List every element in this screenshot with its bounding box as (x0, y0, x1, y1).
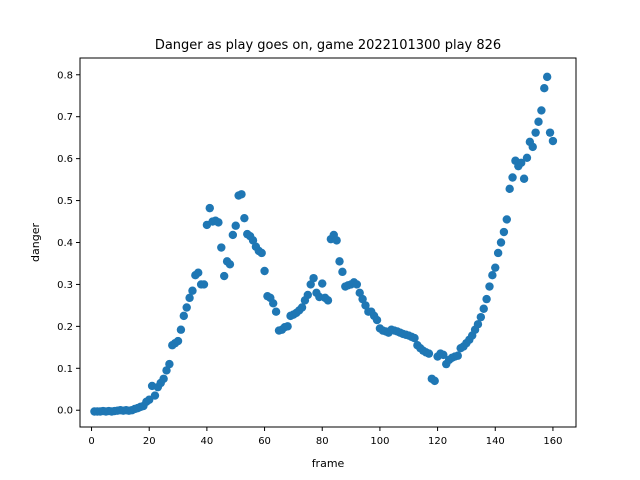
data-point (240, 213, 249, 223)
data-point (214, 218, 223, 227)
data-point (358, 294, 367, 304)
data-point (491, 263, 500, 272)
data-point (297, 303, 307, 312)
data-point (248, 236, 258, 245)
data-point (179, 311, 189, 321)
data-point (476, 312, 486, 322)
data-point (185, 293, 194, 303)
data-point (522, 153, 532, 162)
data-point (271, 307, 281, 316)
y-tick-label: 0.7 (57, 112, 73, 123)
data-points (90, 72, 558, 416)
data-point (430, 376, 439, 386)
y-axis: 0.0 0.1 0.2 0.3 0.4 0.5 0.6 0.7 0.8 (57, 70, 80, 417)
y-tick-label: 0.0 (57, 406, 73, 417)
data-point (188, 286, 197, 295)
y-tick-label: 0.4 (57, 238, 73, 249)
data-point (176, 325, 186, 334)
data-point (508, 173, 517, 182)
x-tick-label: 160 (543, 436, 562, 447)
data-point (517, 158, 526, 168)
data-point (482, 294, 491, 304)
data-point (355, 288, 364, 298)
data-point (165, 359, 174, 369)
data-point (182, 303, 191, 312)
data-point (205, 203, 214, 213)
x-tick-label: 60 (258, 436, 271, 447)
data-point (159, 374, 168, 383)
data-point (473, 320, 483, 329)
y-tick-label: 0.8 (57, 70, 73, 81)
data-point (479, 304, 488, 313)
data-point (257, 248, 266, 258)
data-point (496, 238, 506, 247)
data-point (545, 128, 555, 137)
x-axis: 0 20 40 60 80 100 120 140 160 (88, 427, 562, 447)
data-point (338, 267, 347, 277)
y-axis-label: danger (29, 223, 42, 262)
data-point (231, 221, 240, 230)
data-point (219, 271, 229, 281)
data-point (361, 301, 370, 310)
y-tick-label: 0.2 (57, 322, 73, 333)
data-point (332, 236, 341, 245)
y-tick-label: 0.1 (57, 364, 73, 375)
data-point (540, 83, 549, 93)
data-point (453, 351, 462, 360)
data-point (502, 215, 511, 224)
data-point (439, 350, 448, 360)
x-tick-label: 80 (316, 436, 329, 447)
data-point (372, 315, 382, 325)
data-point (335, 257, 344, 266)
data-point (542, 72, 552, 82)
data-point (173, 336, 183, 346)
data-point (493, 248, 503, 258)
x-tick-label: 140 (486, 436, 505, 447)
data-point (260, 266, 269, 276)
data-point (505, 184, 514, 194)
y-tick-label: 0.3 (57, 280, 73, 291)
x-tick-label: 100 (370, 436, 389, 447)
data-point (237, 190, 246, 199)
data-point (318, 279, 327, 288)
chart-title: Danger as play goes on, game 2022101300 … (155, 38, 501, 53)
data-point (488, 271, 497, 280)
data-point (303, 290, 313, 300)
y-tick-label: 0.5 (57, 196, 73, 207)
data-point (519, 174, 529, 183)
data-point (306, 280, 315, 289)
data-point (145, 395, 154, 404)
y-tick-label: 0.6 (57, 154, 73, 165)
x-axis-label: frame (312, 457, 345, 470)
x-tick-label: 0 (88, 436, 94, 447)
data-point (323, 296, 333, 305)
data-point (162, 366, 171, 375)
data-point (537, 106, 546, 115)
data-point (410, 333, 419, 343)
x-tick-label: 40 (201, 436, 214, 447)
data-point (150, 391, 160, 400)
data-point (283, 322, 292, 331)
data-point (499, 227, 509, 237)
data-point (217, 243, 226, 252)
data-point (531, 128, 540, 137)
x-tick-label: 120 (428, 436, 447, 447)
data-point (269, 299, 278, 308)
data-point (199, 280, 209, 289)
data-point (194, 268, 203, 277)
data-point (228, 230, 238, 240)
data-point (225, 260, 235, 269)
data-point (548, 136, 558, 146)
data-point (352, 280, 362, 289)
data-point (424, 349, 434, 358)
x-tick-label: 20 (143, 436, 156, 447)
data-point (309, 273, 318, 283)
data-point (534, 117, 543, 126)
data-point (485, 282, 494, 291)
data-point (528, 142, 537, 152)
